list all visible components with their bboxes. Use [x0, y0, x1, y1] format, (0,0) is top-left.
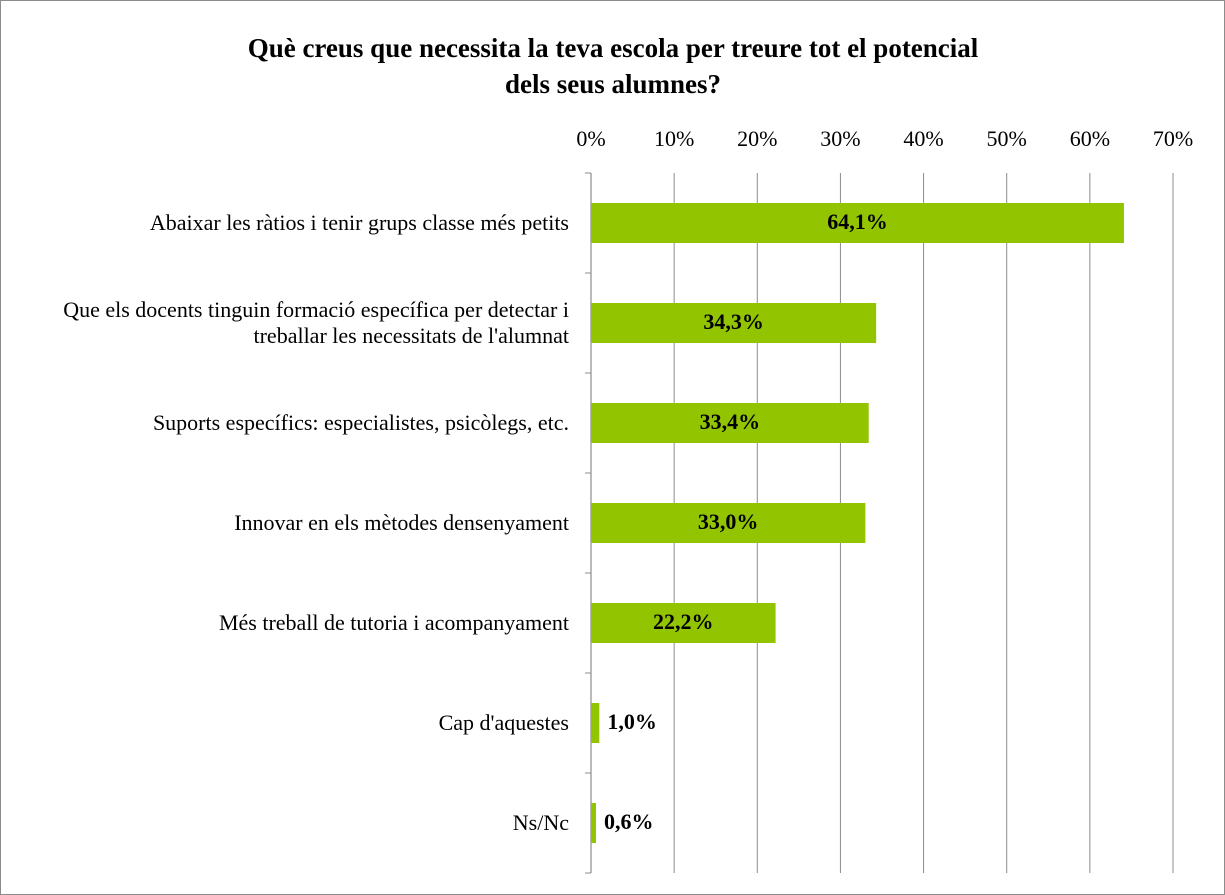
x-tick-label: 70%	[1153, 126, 1193, 151]
data-label: 33,0%	[698, 509, 759, 534]
data-label: 1,0%	[607, 709, 657, 734]
x-tick-label: 10%	[654, 126, 694, 151]
y-tick-label: Innovar en els mètodes densenyament	[234, 510, 569, 535]
chart-title: Què creus que necessita la teva escola p…	[248, 33, 979, 63]
bar	[591, 803, 596, 843]
chart-title: dels seus alumnes?	[505, 69, 721, 99]
bar	[591, 703, 600, 743]
y-tick-label: Cap d'aquestes	[438, 710, 569, 735]
x-tick-label: 0%	[576, 126, 605, 151]
x-tick-label: 60%	[1070, 126, 1110, 151]
y-tick-label: Abaixar les ràtios i tenir grups classe …	[149, 210, 569, 235]
bar	[591, 403, 869, 443]
y-tick-label: Suports específics: especialistes, psicò…	[152, 410, 569, 435]
y-tick-label: Més treball de tutoria i acompanyament	[218, 610, 569, 635]
data-label: 34,3%	[703, 309, 764, 334]
y-tick-label: Ns/Nc	[512, 810, 569, 835]
x-tick-label: 40%	[903, 126, 943, 151]
bar	[591, 203, 1124, 243]
bar	[591, 603, 776, 643]
data-label: 64,1%	[827, 209, 888, 234]
x-tick-label: 20%	[737, 126, 777, 151]
data-label: 33,4%	[700, 409, 761, 434]
x-tick-label: 50%	[987, 126, 1027, 151]
data-label: 0,6%	[604, 809, 654, 834]
bar	[591, 503, 866, 543]
x-tick-label: 30%	[820, 126, 860, 151]
data-label: 22,2%	[653, 609, 714, 634]
y-tick-label: Que els docents tinguin formació específ…	[63, 297, 569, 348]
bar	[591, 303, 877, 343]
